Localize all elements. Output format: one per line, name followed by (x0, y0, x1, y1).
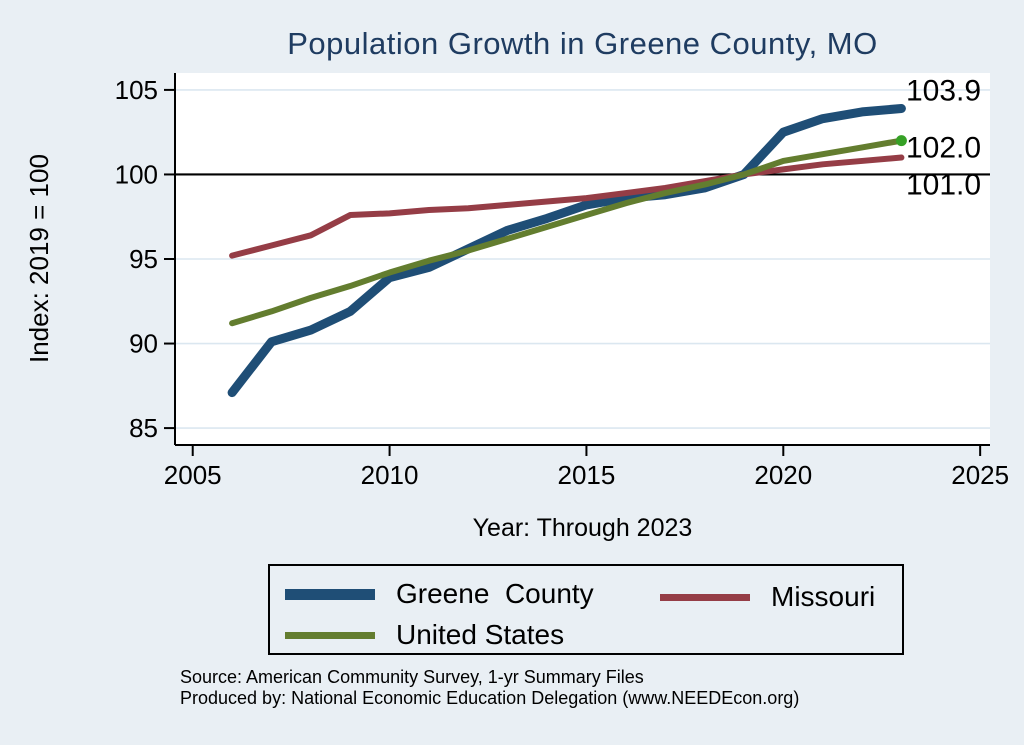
end-value-label-greene-county: 103.9 (906, 75, 981, 108)
legend-label-missouri: Missouri (771, 581, 876, 612)
y-tick-label: 85 (129, 413, 158, 443)
y-tick-label: 95 (129, 244, 158, 274)
source-notes: Source: American Community Survey, 1-yr … (180, 667, 799, 709)
series-line-greene-county (227, 104, 906, 398)
united-states-end-marker (895, 135, 907, 147)
x-tick-label: 2025 (951, 460, 1009, 490)
legend-label-greene-county: Greene County (396, 578, 594, 609)
y-tick-label: 100 (115, 159, 158, 189)
source-line: Source: American Community Survey, 1-yr … (180, 667, 644, 687)
produced-by-line: Produced by: National Economic Education… (180, 688, 800, 708)
y-tick-label: 90 (129, 329, 158, 359)
series-line-missouri (229, 154, 905, 259)
legend-label-united-states: United States (396, 619, 565, 650)
missouri-line-swatch (660, 593, 750, 601)
x-tick-label: 2010 (361, 460, 419, 490)
legend-item-united-states: United States (285, 621, 564, 649)
legend-item-missouri: Missouri (660, 583, 875, 611)
series-line-united-states (229, 137, 905, 327)
end-value-label-missouri: 101.0 (906, 169, 981, 202)
chart-title: Population Growth in Greene County, MO (287, 26, 878, 61)
united-states-line-swatch (285, 631, 375, 639)
x-axis-label: Year: Through 2023 (472, 514, 693, 542)
x-tick-label: 2005 (164, 460, 222, 490)
legend-item-greene-county: Greene County (285, 580, 594, 608)
y-tick-label: 105 (115, 75, 158, 105)
greene-county-line-swatch (285, 588, 375, 600)
legend: Greene County Missouri United States (268, 564, 904, 655)
x-tick-label: 2020 (754, 460, 812, 490)
x-tick-label: 2015 (558, 460, 616, 490)
end-value-label-united-states: 102.0 (906, 132, 981, 165)
